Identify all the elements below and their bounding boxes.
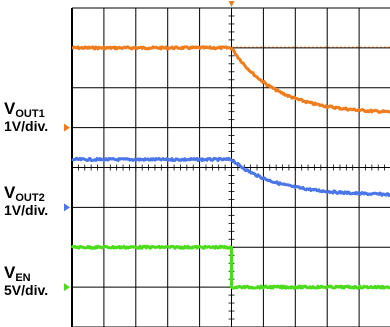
ground-marker-vout2 bbox=[64, 203, 70, 212]
ven-scale: 5V/div. bbox=[4, 282, 49, 298]
vout2-scale: 1V/div. bbox=[4, 202, 49, 218]
trace-ven bbox=[70, 244, 390, 290]
vout1-name: VOUT1 bbox=[4, 99, 45, 120]
ven-name: VEN bbox=[4, 263, 31, 284]
trace-vout2 bbox=[71, 156, 390, 197]
trigger-marker bbox=[228, 1, 235, 7]
vout1-scale: 1V/div. bbox=[4, 118, 49, 134]
vout2-name: VOUT2 bbox=[4, 183, 45, 204]
ground-marker-ven bbox=[64, 283, 70, 292]
vout2-label: VOUT2 1V/div. bbox=[4, 184, 48, 217]
ground-marker-vout1 bbox=[64, 123, 70, 132]
scope-traces bbox=[70, 45, 390, 290]
trace-vout1 bbox=[71, 45, 390, 114]
ven-label: VEN 5V/div. bbox=[4, 264, 48, 297]
ground-markers bbox=[64, 123, 70, 292]
vout1-label: VOUT1 1V/div. bbox=[4, 100, 48, 133]
